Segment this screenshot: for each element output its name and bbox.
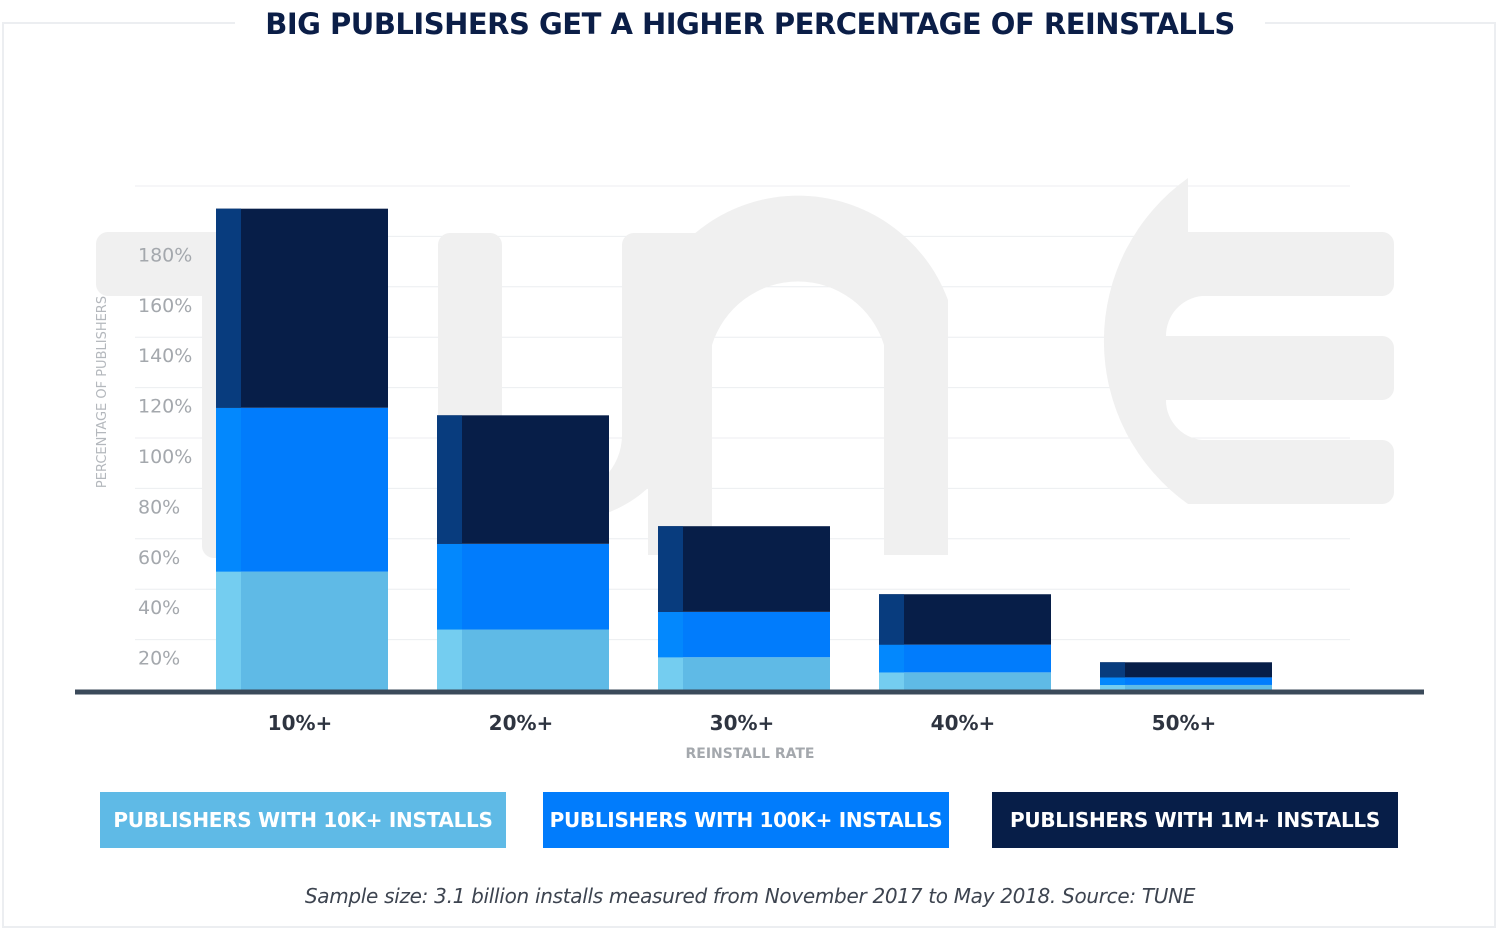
bar-segment-100k: [437, 543, 609, 630]
bar-segment-100k: [216, 407, 388, 572]
bar-segment-1m: [658, 526, 830, 612]
bar-segment-1m: [216, 208, 388, 408]
bar-segment-10k: [879, 672, 1051, 690]
y-tick-label: 140%: [138, 345, 192, 367]
y-tick-label: 100%: [138, 446, 192, 468]
y-tick-label: 60%: [138, 547, 180, 569]
bar-segment-1m: [879, 594, 1051, 645]
bar-segment-10k-highlight: [658, 657, 683, 690]
x-tick-label: 20%+: [489, 711, 554, 735]
title-bar: BIG PUBLISHERS GET A HIGHER PERCENTAGE O…: [0, 0, 1500, 48]
y-tick-labels: 20% 40% 60% 80% 100% 120% 140% 160% 180%: [138, 244, 192, 669]
bar-series: [216, 208, 1272, 690]
y-tick-label: 20%: [138, 648, 180, 670]
bar-segment-1m-highlight: [1100, 662, 1125, 678]
x-tick-labels: 10%+ 20%+ 30%+ 40%+ 50%+: [268, 711, 1217, 735]
bar-segment-100k: [879, 644, 1051, 673]
legend-label: PUBLISHERS WITH 10K+ INSTALLS: [113, 808, 493, 832]
bar-segment-10k: [658, 657, 830, 690]
legend-label: PUBLISHERS WITH 100K+ INSTALLS: [549, 808, 943, 832]
legend-100k-installs: PUBLISHERS WITH 100K+ INSTALLS: [543, 792, 949, 848]
legend-label: PUBLISHERS WITH 1M+ INSTALLS: [1010, 808, 1380, 832]
bar-segment-10k-highlight: [1100, 684, 1125, 690]
bar-segment-10k-highlight: [879, 672, 904, 690]
bar-segment-1m: [1100, 662, 1272, 678]
bar-segment-100k-highlight: [658, 611, 683, 658]
bar-segment-100k-highlight: [1100, 677, 1125, 685]
x-tick-label: 10%+: [268, 711, 333, 735]
bar-segment-100k-highlight: [879, 644, 904, 673]
bar-segment-100k: [1100, 677, 1272, 685]
x-tick-label: 40%+: [931, 711, 996, 735]
x-axis-label: REINSTALL RATE: [685, 746, 814, 762]
bar-segment-1m-highlight: [216, 208, 241, 408]
y-tick-label: 180%: [138, 244, 192, 266]
bar-segment-1m: [437, 415, 609, 544]
x-tick-label: 30%+: [710, 711, 775, 735]
bar-segment-1m-highlight: [658, 526, 683, 612]
bar-segment-10k: [216, 571, 388, 690]
y-tick-label: 160%: [138, 295, 192, 317]
x-tick-label: 50%+: [1152, 711, 1217, 735]
bar-segment-10k: [437, 629, 609, 690]
bar-segment-100k: [658, 611, 830, 658]
bar-segment-10k-highlight: [437, 629, 462, 690]
y-tick-label: 40%: [138, 597, 180, 619]
legend-10k-installs: PUBLISHERS WITH 10K+ INSTALLS: [100, 792, 506, 848]
bar-segment-10k-highlight: [216, 571, 241, 690]
chart-caption: Sample size: 3.1 billion installs measur…: [304, 884, 1196, 908]
bar-segment-1m-highlight: [437, 415, 462, 544]
bar-segment-1m-highlight: [879, 594, 904, 645]
legend-1m-installs: PUBLISHERS WITH 1M+ INSTALLS: [992, 792, 1398, 848]
y-tick-label: 80%: [138, 496, 180, 518]
chart-title: BIG PUBLISHERS GET A HIGHER PERCENTAGE O…: [235, 0, 1265, 46]
y-axis-label: PERCENTAGE OF PUBLISHERS: [95, 296, 110, 488]
y-tick-label: 120%: [138, 396, 192, 418]
bar-segment-10k: [1100, 684, 1272, 690]
bar-segment-100k-highlight: [437, 543, 462, 630]
bar-segment-100k-highlight: [216, 407, 241, 572]
